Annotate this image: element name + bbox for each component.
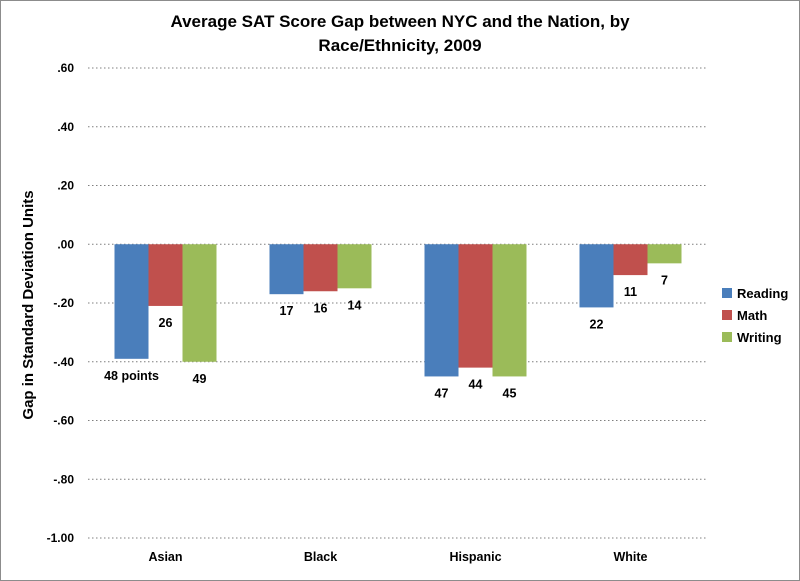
chart-title-line-2: Race/Ethnicity, 2009	[318, 36, 481, 55]
legend-swatch	[722, 310, 732, 320]
y-tick-label: -.20	[53, 296, 74, 310]
x-axis-categories: Asian Black Hispanic White	[148, 550, 647, 564]
data-label: 48 points	[104, 369, 159, 383]
bar-black-reading	[269, 244, 304, 295]
bar-asian-reading	[114, 244, 149, 359]
legend: Reading Math Writing	[722, 286, 788, 345]
y-axis-ticks: .60 .40 .20 .00 -.20 -.40 -.60 -.80 -1.00	[47, 61, 75, 545]
y-tick-label: .40	[57, 120, 74, 134]
category-label: Black	[304, 550, 337, 564]
data-label: 14	[348, 298, 362, 312]
data-label: 26	[159, 316, 173, 330]
bars	[114, 244, 682, 377]
legend-label: Math	[737, 308, 767, 323]
y-tick-label: .60	[57, 61, 74, 75]
bar-white-reading	[579, 244, 614, 308]
category-label: Hispanic	[449, 550, 501, 564]
bar-hispanic-math	[458, 244, 493, 368]
bar-hispanic-reading	[424, 244, 459, 377]
data-label: 16	[314, 301, 328, 315]
y-tick-label: .20	[57, 179, 74, 193]
y-tick-label: -.60	[53, 414, 74, 428]
data-label: 7	[661, 273, 668, 287]
bar-asian-math	[148, 244, 183, 306]
bar-asian-writing	[182, 244, 217, 362]
legend-label: Writing	[737, 330, 782, 345]
bar-white-writing	[647, 244, 682, 264]
bar-white-math	[613, 244, 648, 276]
chart-title-line-1: Average SAT Score Gap between NYC and th…	[170, 12, 630, 31]
data-label: 22	[590, 317, 604, 331]
category-label: White	[613, 550, 647, 564]
y-tick-label: -.40	[53, 355, 74, 369]
chart-title: Average SAT Score Gap between NYC and th…	[170, 12, 630, 55]
y-tick-label: .00	[57, 237, 74, 251]
data-label: 45	[503, 386, 517, 400]
legend-swatch	[722, 288, 732, 298]
legend-label: Reading	[737, 286, 788, 301]
legend-swatch	[722, 332, 732, 342]
bar-black-math	[303, 244, 338, 292]
data-label: 44	[469, 378, 483, 392]
data-label: 17	[280, 304, 294, 318]
data-labels: 48 points 26 49 17 16 14 47 44 45 22 11 7	[104, 273, 668, 400]
bar-hispanic-writing	[492, 244, 527, 377]
data-label: 47	[435, 386, 449, 400]
y-axis-label: Gap in Standard Deviation Units	[20, 190, 37, 419]
data-label: 11	[624, 285, 637, 299]
bar-black-writing	[337, 244, 372, 289]
y-tick-label: -.80	[53, 472, 74, 486]
data-label: 49	[193, 372, 207, 386]
y-tick-label: -1.00	[47, 531, 75, 545]
category-label: Asian	[148, 550, 182, 564]
